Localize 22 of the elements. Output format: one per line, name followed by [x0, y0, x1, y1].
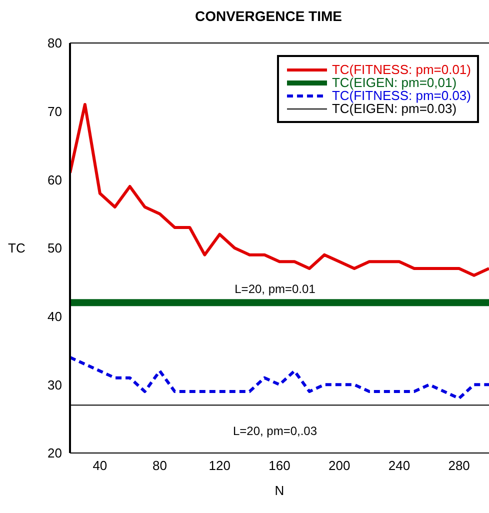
- y-tick-label: 80: [48, 36, 62, 51]
- x-tick-label: 40: [92, 458, 108, 474]
- annotation: L=20, pm=0.01: [234, 282, 316, 296]
- y-tick-label: 70: [48, 104, 62, 119]
- y-tick-label: 40: [48, 308, 62, 324]
- line-series: [70, 103, 489, 277]
- y-axis-title: TC: [8, 240, 26, 256]
- x-tick-label: 160: [268, 458, 290, 474]
- x-tick-label: 120: [208, 458, 230, 474]
- x-tick-label: 280: [448, 458, 470, 474]
- y-tick-label: 30: [48, 377, 62, 392]
- x-tick-label: 200: [328, 458, 350, 474]
- legend-label: TC(FITNESS: pm=0.01): [332, 62, 471, 77]
- y-tick-label: 50: [48, 240, 62, 256]
- x-axis-title: N: [274, 483, 284, 498]
- x-tick-label: 240: [388, 458, 410, 474]
- chart-title: CONVERGENCE TIME: [194, 8, 343, 26]
- x-tick-label: 80: [152, 458, 168, 474]
- annotation: L=20, pm=0,.03: [232, 424, 318, 438]
- y-tick-label: 60: [48, 172, 62, 188]
- line-series: [70, 356, 489, 400]
- y-tick-label: 20: [48, 446, 62, 461]
